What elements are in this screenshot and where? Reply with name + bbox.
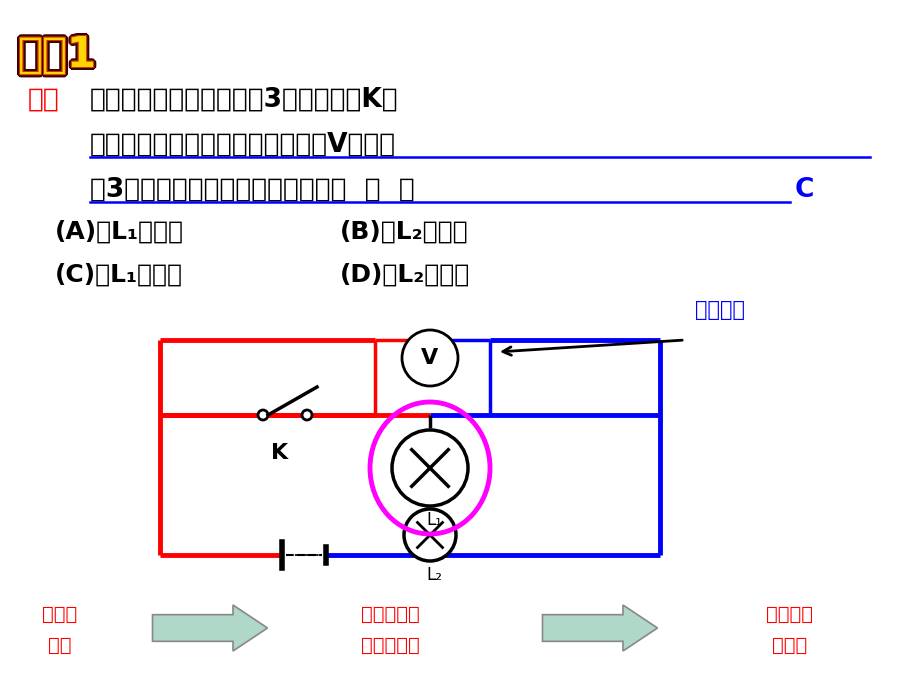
Text: 应用1: 应用1 — [16, 36, 95, 78]
Circle shape — [391, 430, 468, 506]
Text: (D)灯L₂开路。: (D)灯L₂开路。 — [340, 263, 470, 287]
Text: 并接电压表: 并接电压表 — [360, 604, 419, 624]
Circle shape — [402, 330, 458, 386]
Text: 应用1: 应用1 — [17, 35, 96, 77]
Text: L₁: L₁ — [425, 511, 441, 529]
Text: K: K — [271, 443, 289, 463]
Text: 应用1: 应用1 — [19, 37, 98, 79]
Circle shape — [257, 410, 267, 420]
Text: (C)灯L₁开路。: (C)灯L₁开路。 — [55, 263, 183, 287]
Text: 应用1: 应用1 — [18, 31, 96, 73]
Text: 应用1: 应用1 — [21, 34, 100, 76]
Polygon shape — [542, 605, 657, 651]
Polygon shape — [153, 605, 267, 651]
Text: 例：: 例： — [28, 87, 60, 113]
Text: 应用1: 应用1 — [20, 36, 99, 78]
Text: 开路区域: 开路区域 — [766, 604, 812, 624]
Text: 应用1: 应用1 — [17, 33, 96, 75]
Text: (B)灯L₂短路。: (B)灯L₂短路。 — [340, 220, 468, 244]
Text: 应用1: 应用1 — [15, 33, 94, 75]
Text: 应用1: 应用1 — [19, 35, 98, 77]
Text: 无电流: 无电流 — [42, 604, 77, 624]
Text: 为3伏。产生这一现象的原因可能是  （  ）: 为3伏。产生这一现象的原因可能是 （ ） — [90, 177, 414, 203]
Circle shape — [403, 509, 456, 561]
Text: (A)灯L₁短路。: (A)灯L₁短路。 — [55, 220, 184, 244]
Text: 接点内: 接点内 — [772, 635, 807, 655]
Text: 应用1: 应用1 — [21, 35, 100, 77]
Text: 应用1: 应用1 — [17, 31, 96, 73]
Text: 应用1: 应用1 — [15, 35, 94, 77]
Circle shape — [301, 410, 312, 420]
Text: 应用1: 应用1 — [18, 37, 96, 79]
Text: V: V — [421, 348, 438, 368]
Text: C: C — [794, 177, 813, 203]
Text: 应用1: 应用1 — [17, 37, 96, 79]
Text: L₂: L₂ — [425, 566, 441, 584]
Text: 如图电路中，电源电压为3伏。当开关K闭: 如图电路中，电源电压为3伏。当开关K闭 — [90, 87, 398, 113]
Text: 有最大电压: 有最大电压 — [360, 635, 419, 655]
Text: 应用1: 应用1 — [20, 32, 99, 74]
Text: 应用1: 应用1 — [21, 33, 100, 75]
Text: 合时，两灯泡都不发光，且电压表V的示数: 合时，两灯泡都不发光，且电压表V的示数 — [90, 132, 396, 158]
Text: 应用1: 应用1 — [19, 33, 98, 75]
Text: 断开区域: 断开区域 — [694, 300, 744, 320]
Text: 应用1: 应用1 — [18, 34, 96, 76]
Text: 应用1: 应用1 — [16, 32, 95, 74]
Text: 开路: 开路 — [48, 635, 72, 655]
Text: 应用1: 应用1 — [19, 31, 98, 73]
Text: 应用1: 应用1 — [15, 34, 94, 76]
